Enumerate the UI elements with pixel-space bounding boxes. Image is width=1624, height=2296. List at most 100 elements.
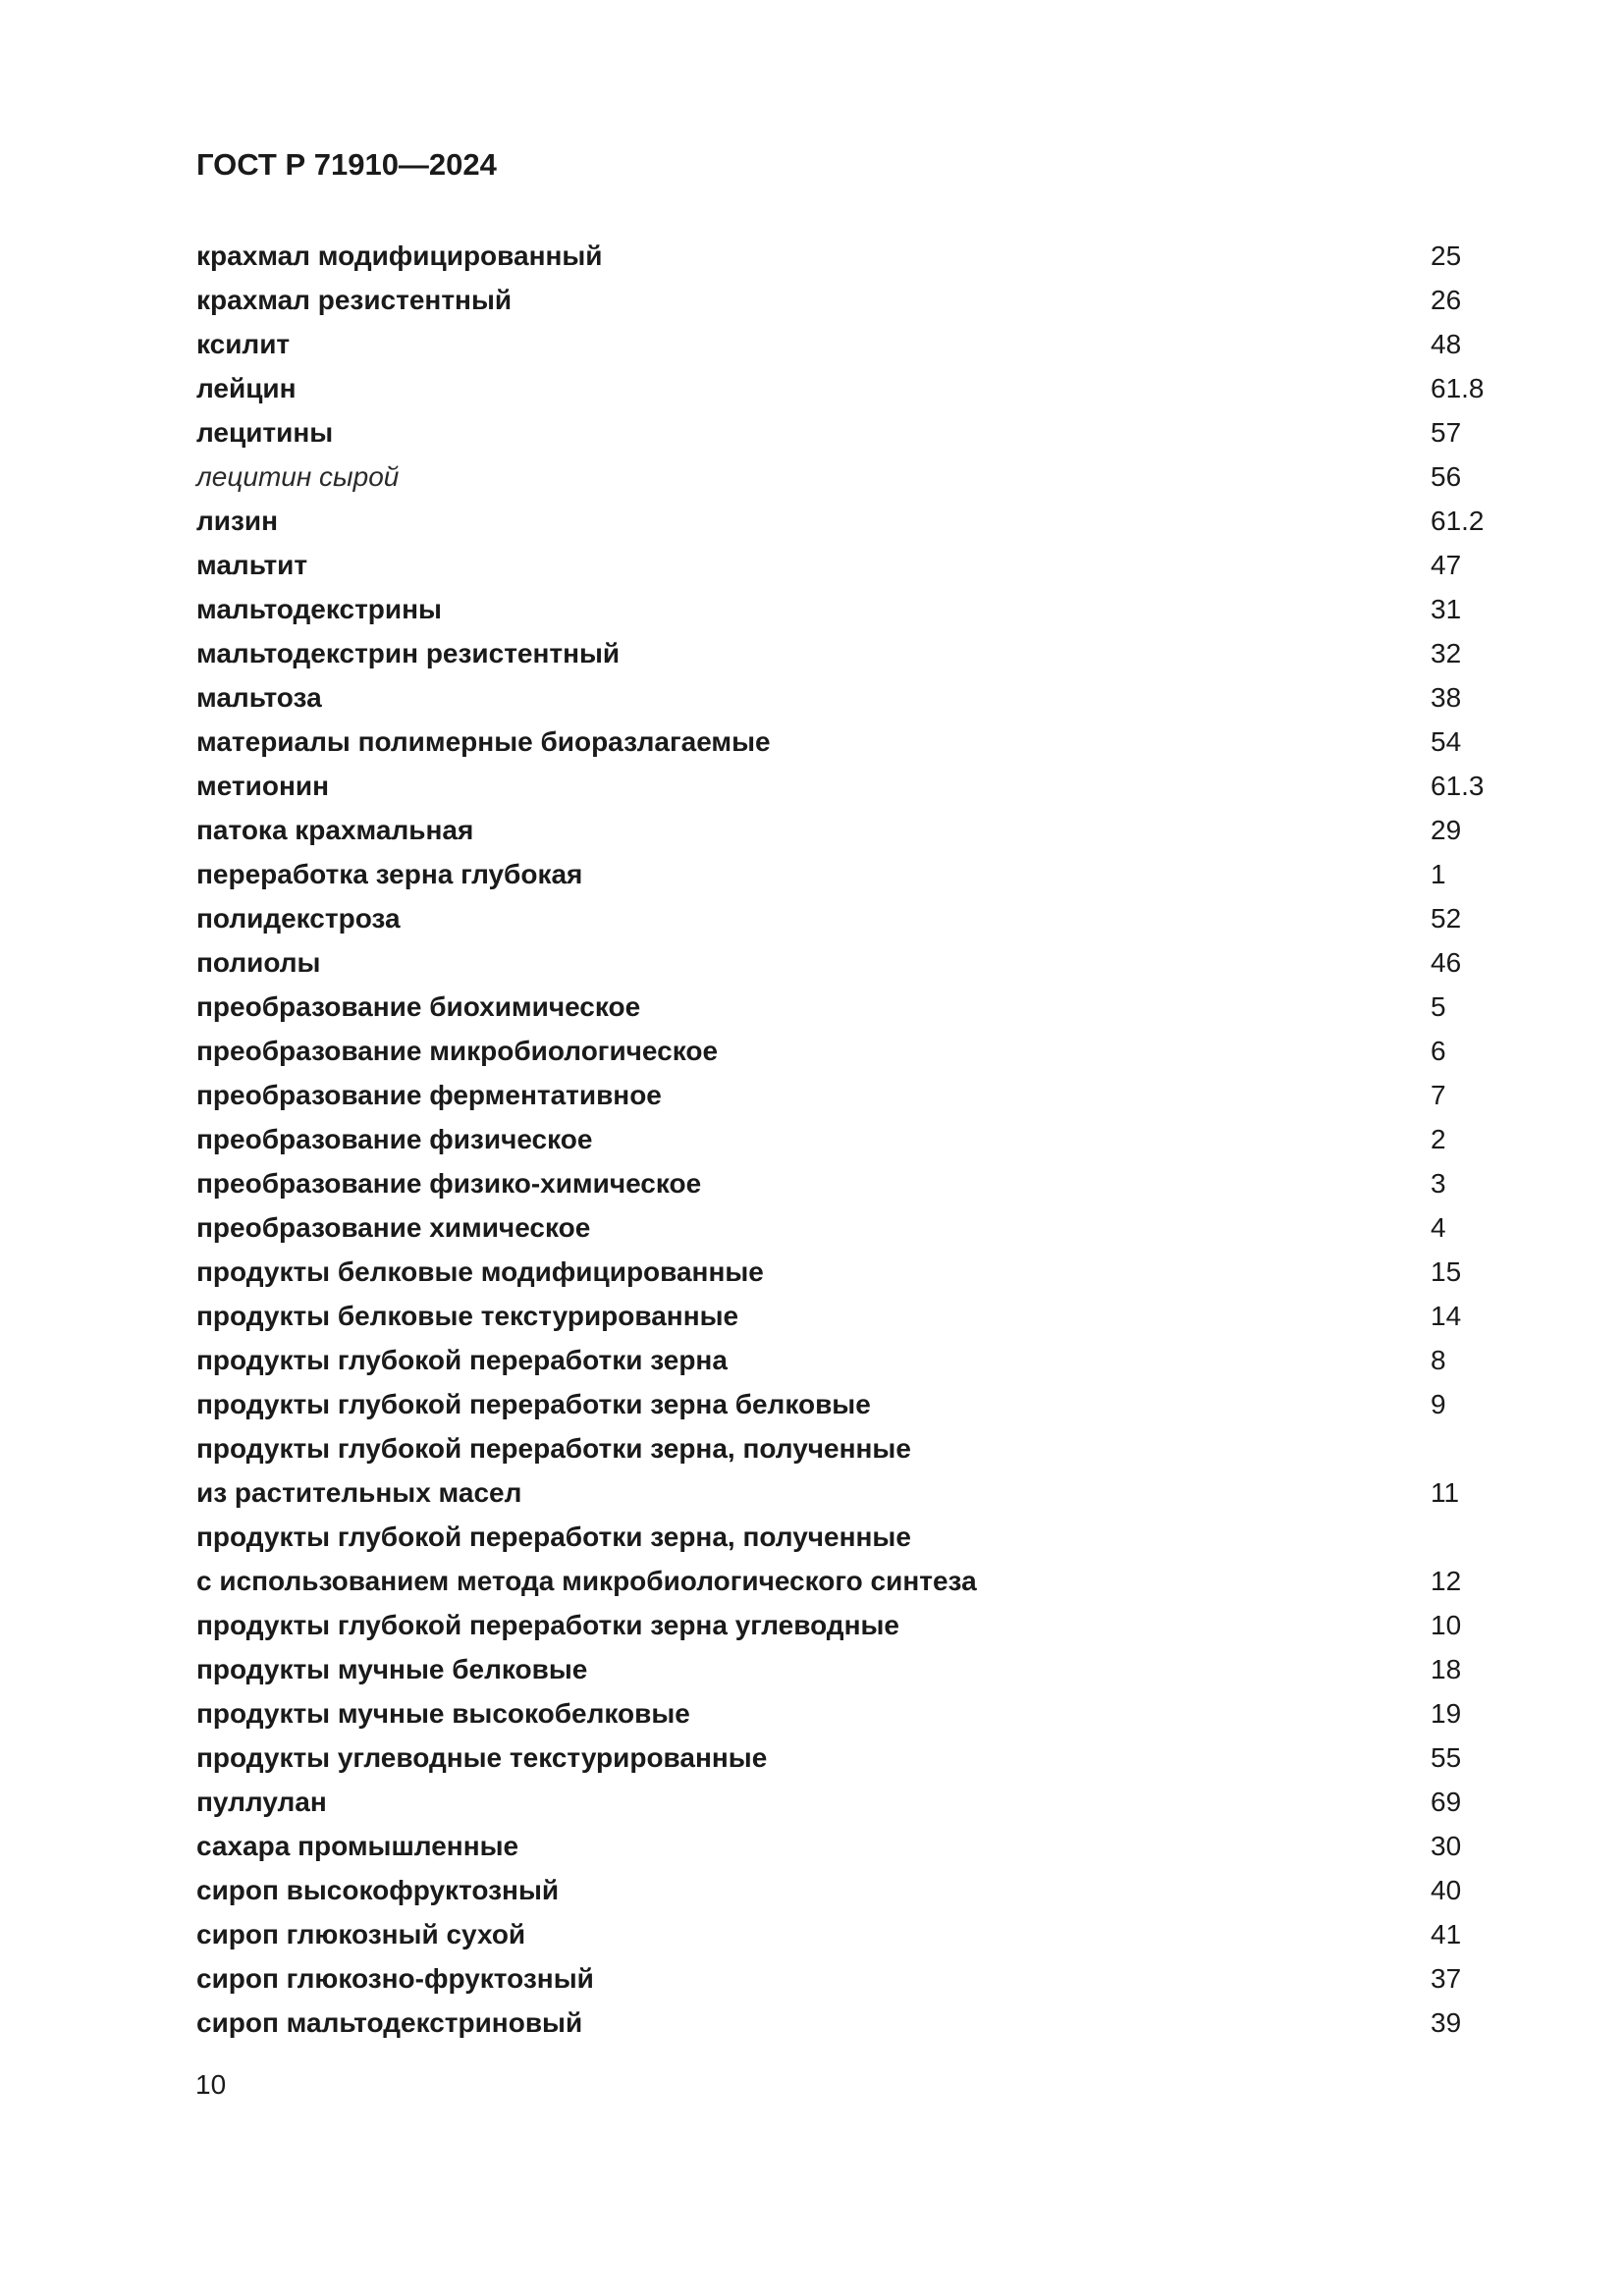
index-ref-number: 25	[1431, 240, 1462, 271]
index-ref-number: 47	[1431, 549, 1462, 580]
index-term: пуллулан	[196, 1786, 327, 1817]
index-entry-row: мальтодекстрины 31	[0, 587, 1624, 631]
index-entry-row: переработка зерна глубокая 1	[0, 852, 1624, 896]
document-standard-header: ГОСТ Р 71910—2024	[196, 147, 497, 182]
index-ref-number: 31	[1431, 593, 1462, 624]
index-entry-row: мальтит 47	[0, 543, 1624, 587]
index-ref-number: 30	[1431, 1830, 1462, 1861]
index-term: сироп мальтодекстриновый	[196, 2006, 583, 2038]
index-term: из растительных масел	[196, 1476, 522, 1508]
index-term: продукты глубокой переработки зерна белк…	[196, 1388, 871, 1419]
index-entry-row: лецитины 57	[0, 410, 1624, 454]
index-term: преобразование физико-химическое	[196, 1167, 702, 1199]
index-term: мальтоза	[196, 681, 322, 713]
index-entry-row: преобразование физико-химическое 3	[0, 1161, 1624, 1205]
index-entry-row: крахмал модифицированный 25	[0, 234, 1624, 278]
index-term: продукты белковые текстурированные	[196, 1300, 739, 1331]
index-term: лизин	[196, 505, 279, 536]
index-entry-row: сироп мальтодекстриновый 39	[0, 2001, 1624, 2045]
index-entry-row: продукты углеводные текстурированные 55	[0, 1735, 1624, 1780]
index-entry-row: метионин 61.3	[0, 764, 1624, 808]
index-term: сироп высокофруктозный	[196, 1874, 560, 1905]
index-entry-row: продукты глубокой переработки зерна 8	[0, 1338, 1624, 1382]
index-ref-number: 15	[1431, 1255, 1462, 1287]
index-term: крахмал модифицированный	[196, 240, 603, 271]
index-term: продукты углеводные текстурированные	[196, 1741, 768, 1773]
index-ref-number: 29	[1431, 814, 1462, 845]
index-ref-number: 39	[1431, 2006, 1462, 2038]
index-term: полидекстроза	[196, 902, 401, 934]
index-term: сироп глюкозно-фруктозный	[196, 1962, 594, 1994]
index-ref-number: 46	[1431, 946, 1462, 978]
index-ref-number: 4	[1431, 1211, 1446, 1243]
index-entry-row: патока крахмальная 29	[0, 808, 1624, 852]
index-ref-number: 61.8	[1431, 372, 1485, 403]
index-entry-row: полиолы 46	[0, 940, 1624, 985]
index-ref-number: 41	[1431, 1918, 1462, 1949]
index-ref-number: 57	[1431, 416, 1462, 448]
index-ref-number: 61.2	[1431, 505, 1485, 536]
index-ref-number: 2	[1431, 1123, 1446, 1154]
index-entry-row: полидекстроза 52	[0, 896, 1624, 940]
index-entry-row: крахмал резистентный 26	[0, 278, 1624, 322]
index-term: продукты глубокой переработки зерна, пол…	[196, 1432, 911, 1464]
index-ref-number: 10	[1431, 1609, 1462, 1640]
index-term: сироп глюкозный сухой	[196, 1918, 526, 1949]
index-term: мальтодекстрины	[196, 593, 442, 624]
index-entry-row: продукты глубокой переработки зерна белк…	[0, 1382, 1624, 1426]
index-term: преобразование физическое	[196, 1123, 593, 1154]
index-term: сахара промышленные	[196, 1830, 519, 1861]
index-entry-row: материалы полимерные биоразлагаемые 54	[0, 720, 1624, 764]
index-entry-row: ксилит 48	[0, 322, 1624, 366]
index-entry-row: сироп высокофруктозный 40	[0, 1868, 1624, 1912]
index-entry-row: продукты белковые текстурированные 14	[0, 1294, 1624, 1338]
index-ref-number: 8	[1431, 1344, 1446, 1375]
index-entry-row: преобразование ферментативное 7	[0, 1073, 1624, 1117]
index-ref-number: 52	[1431, 902, 1462, 934]
index-ref-number: 26	[1431, 284, 1462, 315]
index-term: преобразование микробиологическое	[196, 1035, 719, 1066]
index-entry-row: сироп глюкозный сухой 41	[0, 1912, 1624, 1956]
index-ref-number: 40	[1431, 1874, 1462, 1905]
index-ref-number: 32	[1431, 637, 1462, 668]
index-entry-row: продукты глубокой переработки зерна, пол…	[0, 1515, 1624, 1559]
index-ref-number: 11	[1431, 1476, 1460, 1508]
index-term: мальтит	[196, 549, 308, 580]
index-ref-number: 14	[1431, 1300, 1462, 1331]
index-entry-row: продукты белковые модифицированные 15	[0, 1250, 1624, 1294]
index-entry-row: продукты глубокой переработки зерна угле…	[0, 1603, 1624, 1647]
index-term: преобразование ферментативное	[196, 1079, 662, 1110]
index-ref-number: 55	[1431, 1741, 1462, 1773]
index-term: с использованием метода микробиологическ…	[196, 1565, 977, 1596]
index-term: патока крахмальная	[196, 814, 474, 845]
index-term: ксилит	[196, 328, 291, 359]
index-entry-row: преобразование биохимическое 5	[0, 985, 1624, 1029]
index-entry-row: лейцин 61.8	[0, 366, 1624, 410]
index-ref-number: 56	[1431, 460, 1462, 492]
index-ref-number: 6	[1431, 1035, 1446, 1066]
index-term: преобразование химическое	[196, 1211, 591, 1243]
index-ref-number: 18	[1431, 1653, 1462, 1684]
index-entry-row: из растительных масел 11	[0, 1470, 1624, 1515]
index-ref-number: 9	[1431, 1388, 1446, 1419]
index-term: мальтодекстрин резистентный	[196, 637, 621, 668]
index-term: продукты белковые модифицированные	[196, 1255, 764, 1287]
index-ref-number: 7	[1431, 1079, 1446, 1110]
index-entry-row: продукты глубокой переработки зерна, пол…	[0, 1426, 1624, 1470]
index-entry-row: лецитин сырой 56	[0, 454, 1624, 499]
index-term: продукты глубокой переработки зерна	[196, 1344, 728, 1375]
page-number: 10	[195, 2069, 227, 2100]
index-entry-row: сироп глюкозно-фруктозный 37	[0, 1956, 1624, 2001]
index-ref-number: 1	[1431, 858, 1446, 889]
index-ref-number: 48	[1431, 328, 1462, 359]
index-entry-row: сахара промышленные 30	[0, 1824, 1624, 1868]
index-term: продукты глубокой переработки зерна угле…	[196, 1609, 899, 1640]
index-term: материалы полимерные биоразлагаемые	[196, 725, 771, 757]
index-term: продукты мучные высокобелковые	[196, 1697, 690, 1729]
index-entry-row: лизин 61.2	[0, 499, 1624, 543]
index-term: продукты глубокой переработки зерна, пол…	[196, 1521, 911, 1552]
index-term: лецитины	[196, 416, 334, 448]
index-entry-row: преобразование химическое 4	[0, 1205, 1624, 1250]
index-ref-number: 54	[1431, 725, 1462, 757]
